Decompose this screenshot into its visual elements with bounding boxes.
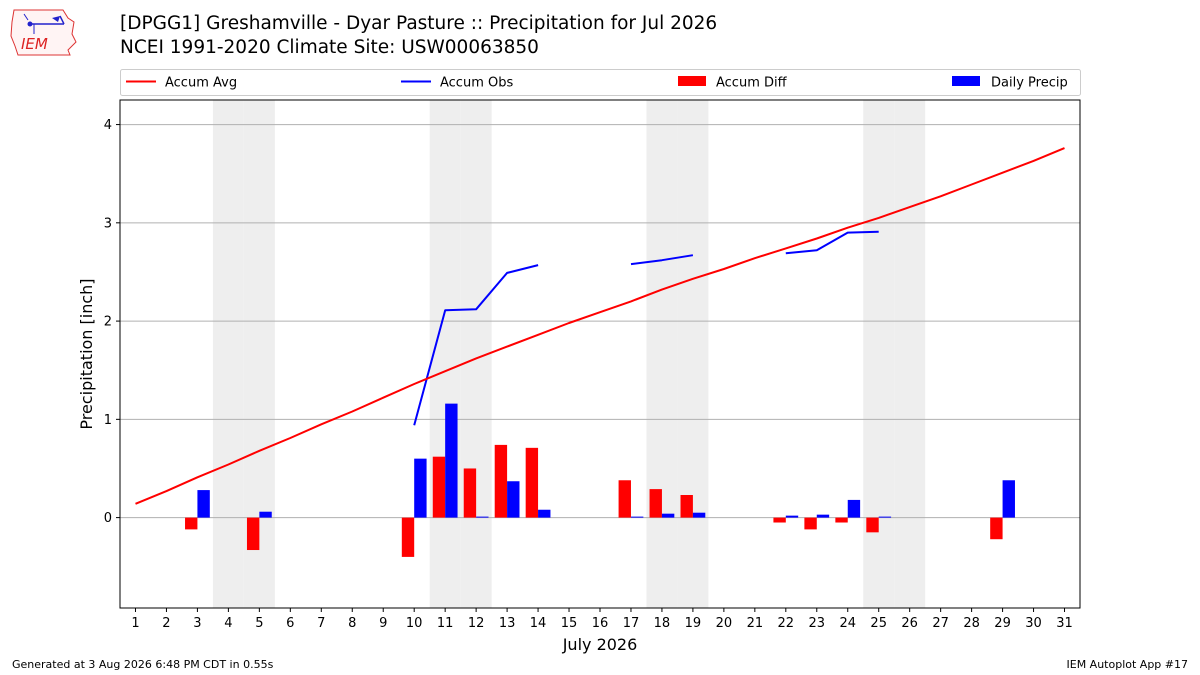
x-tick-label: 30 — [1025, 616, 1042, 631]
y-tick-label: 0 — [104, 511, 112, 526]
weekend-band — [646, 100, 678, 608]
x-tick-label: 27 — [932, 616, 949, 631]
daily-precip-bar — [847, 499, 861, 518]
weekend-band — [677, 100, 709, 608]
accum-avg-line — [135, 147, 1065, 505]
x-tick-label: 4 — [224, 616, 232, 631]
y-tick-label: 1 — [104, 413, 112, 428]
app-id: IEM Autoplot App #17 — [1066, 658, 1189, 671]
x-tick-label: 28 — [963, 616, 980, 631]
accum-diff-bar — [773, 517, 786, 523]
legend-label-accum-diff: Accum Diff — [716, 76, 788, 91]
weekend-band — [894, 100, 926, 608]
accum-diff-bar — [185, 517, 198, 530]
generated-timestamp: Generated at 3 Aug 2026 6:48 PM CDT in 0… — [12, 658, 274, 671]
accum-diff-bar — [494, 444, 508, 518]
x-tick-label: 24 — [839, 616, 856, 631]
x-tick-label: 1 — [131, 616, 139, 631]
accum-diff-bar — [401, 517, 415, 557]
x-tick-label: 10 — [406, 616, 423, 631]
weekend-band — [212, 100, 244, 608]
x-tick-label: 15 — [561, 616, 578, 631]
daily-precip-bar — [414, 458, 427, 518]
iem-logo: IEM — [10, 9, 77, 56]
x-tick-label: 18 — [654, 616, 671, 631]
accum-diff-bar — [680, 495, 693, 518]
accum-diff-bar — [463, 468, 477, 518]
x-tick-label: 17 — [623, 616, 640, 631]
accum-diff-bar — [990, 517, 1003, 540]
daily-precip-bar — [661, 513, 675, 518]
accum-diff-bar — [432, 456, 446, 518]
daily-precip-bar — [197, 490, 210, 518]
accum-diff-bar — [835, 517, 848, 523]
daily-precip-bar — [476, 516, 489, 518]
daily-precip-bar — [1002, 480, 1015, 518]
accum-obs-line — [630, 254, 694, 266]
x-tick-label: 8 — [348, 616, 356, 631]
x-tick-label: 5 — [255, 616, 263, 631]
x-tick-label: 25 — [870, 616, 887, 631]
accum-diff-bar — [525, 447, 539, 518]
daily-precip-bar — [692, 512, 706, 518]
legend-label-accum-avg: Accum Avg — [165, 76, 237, 91]
accum-diff-bar — [866, 517, 879, 533]
accum-obs-line — [413, 264, 539, 426]
x-axis-label: July 2026 — [562, 635, 638, 654]
x-tick-label: 23 — [809, 616, 826, 631]
accum-diff-bar — [649, 489, 662, 518]
x-tick-label: 20 — [716, 616, 733, 631]
x-tick-label: 9 — [379, 616, 387, 631]
x-tick-label: 6 — [286, 616, 294, 631]
daily-precip-bar — [816, 514, 830, 518]
logo-text: IEM — [21, 35, 48, 53]
accum-diff-bar — [804, 517, 817, 530]
chart-subtitle: NCEI 1991-2020 Climate Site: USW00063850 — [120, 37, 539, 58]
y-axis-label: Precipitation [inch] — [77, 278, 96, 429]
x-tick-label: 13 — [499, 616, 516, 631]
daily-precip-bar — [507, 481, 520, 518]
x-tick-label: 19 — [685, 616, 702, 631]
x-tick-label: 21 — [747, 616, 764, 631]
legend-swatch-accum-diff — [678, 76, 706, 86]
y-tick-label: 3 — [104, 216, 112, 231]
daily-precip-bar — [259, 511, 272, 518]
weekend-band — [429, 100, 461, 608]
y-tick-label: 2 — [104, 315, 112, 330]
legend-box — [120, 69, 1081, 96]
chart-title: [DPGG1] Greshamville - Dyar Pasture :: P… — [120, 13, 718, 34]
x-tick-label: 3 — [193, 616, 201, 631]
x-tick-label: 16 — [592, 616, 609, 631]
x-tick-label: 12 — [468, 616, 485, 631]
legend-swatch-daily-precip — [952, 76, 980, 86]
x-tick-label: 22 — [778, 616, 795, 631]
x-tick-label: 7 — [317, 616, 325, 631]
x-tick-label: 29 — [994, 616, 1011, 631]
x-tick-label: 2 — [162, 616, 170, 631]
accum-diff-bar — [618, 480, 631, 518]
x-tick-label: 26 — [901, 616, 918, 631]
legend: Accum Avg Accum Obs Accum Diff Daily Pre… — [120, 69, 1081, 96]
daily-precip-bar — [538, 509, 551, 518]
accum-diff-bar — [246, 517, 260, 551]
accum-obs-line — [785, 230, 879, 255]
legend-label-daily-precip: Daily Precip — [991, 76, 1068, 91]
daily-precip-bar — [878, 516, 892, 518]
daily-precip-bar — [445, 403, 458, 518]
x-tick-label: 31 — [1056, 616, 1073, 631]
y-tick-label: 4 — [104, 118, 112, 133]
daily-precip-bar — [785, 515, 799, 518]
x-tick-label: 11 — [437, 616, 454, 631]
daily-precip-bar — [630, 516, 644, 518]
x-tick-label: 14 — [530, 616, 547, 631]
legend-label-accum-obs: Accum Obs — [440, 76, 513, 91]
